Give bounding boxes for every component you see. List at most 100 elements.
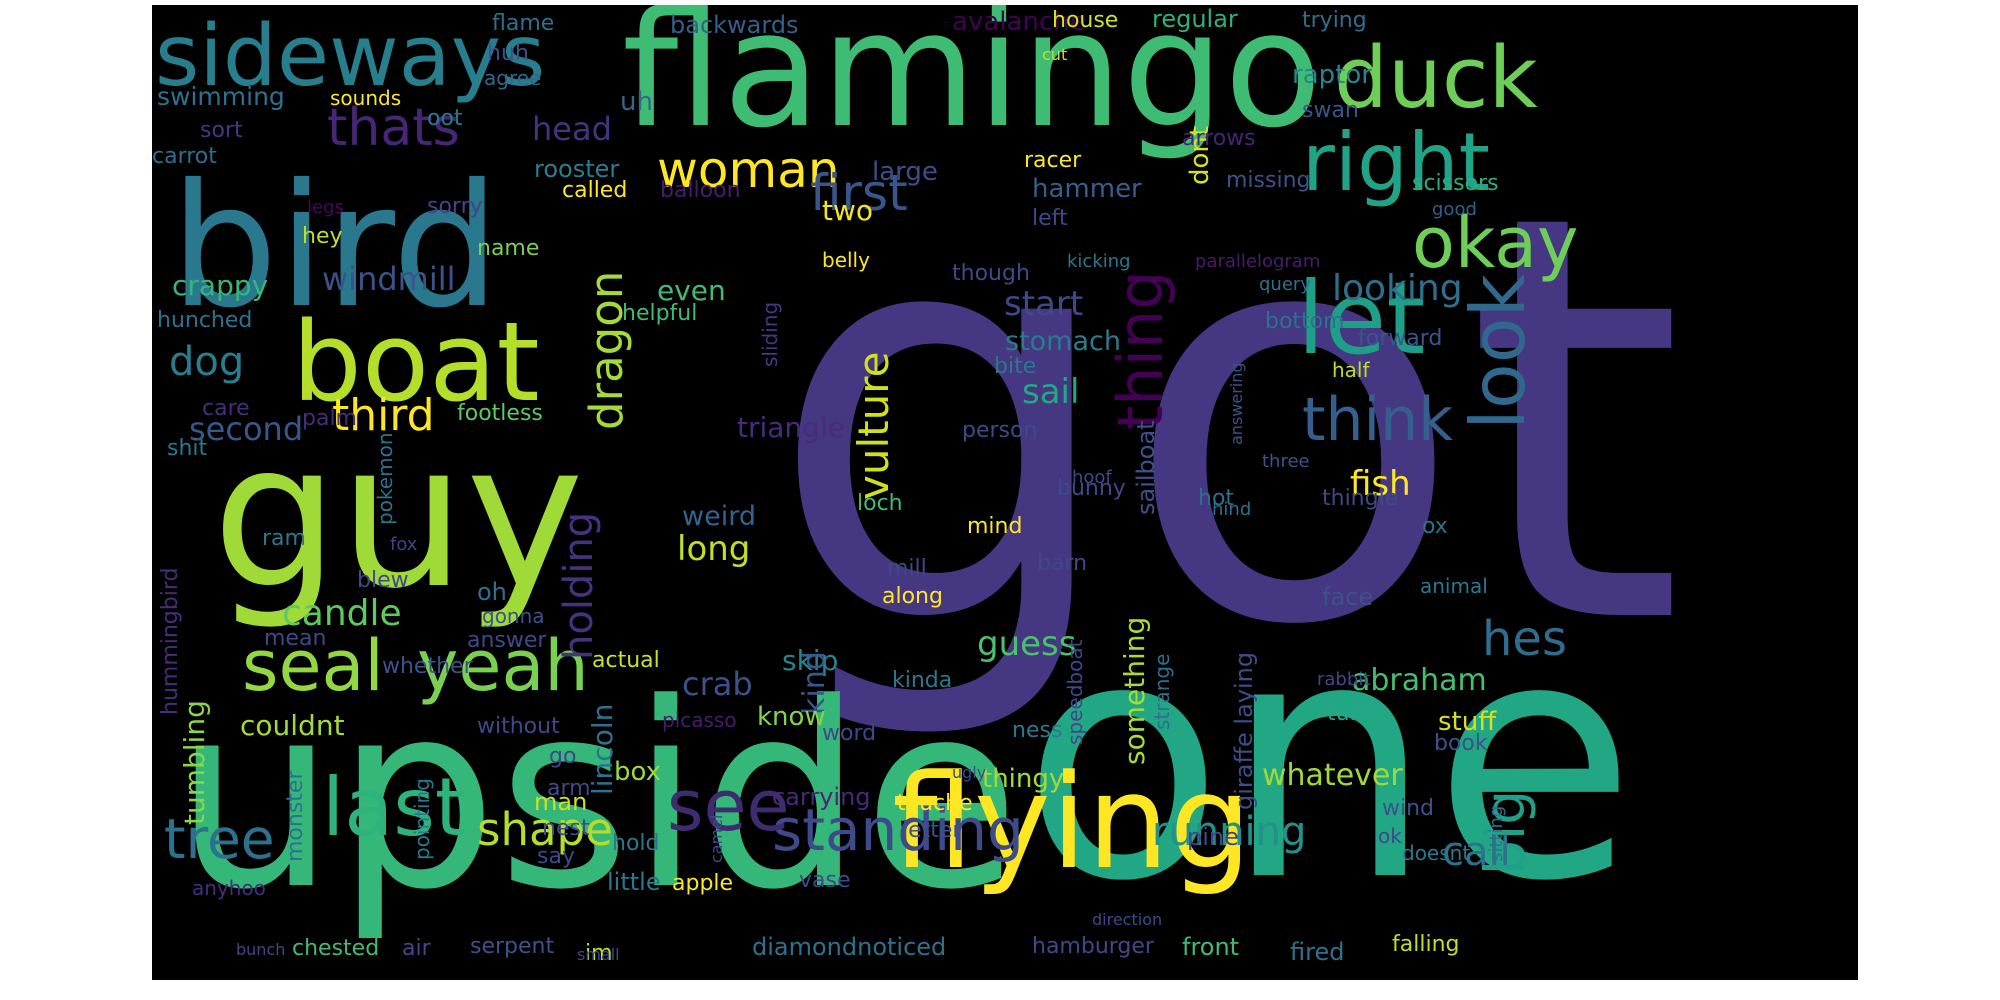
cloud-word: sort [200, 118, 243, 143]
cloud-word: first [810, 164, 908, 222]
cloud-word: care [202, 396, 250, 421]
cloud-word: raptor [1292, 60, 1372, 90]
cloud-word: legs [307, 197, 344, 218]
cloud-word: flying [892, 746, 1252, 898]
cloud-word: even [657, 274, 726, 307]
cloud-word: oot [427, 106, 463, 131]
cloud-word: sitting [1486, 806, 1507, 862]
cloud-word: hind [1212, 499, 1251, 520]
cloud-word: answer [467, 628, 547, 653]
cloud-word: front [1182, 933, 1239, 961]
cloud-word: right [1302, 116, 1490, 209]
cloud-word: standing [772, 796, 1024, 864]
cloud-word: crappy [172, 269, 268, 302]
cloud-word: guy [212, 400, 584, 633]
cloud-word: fish [1350, 464, 1411, 504]
cloud-word: ugly [952, 763, 986, 782]
cloud-word: kinda [892, 668, 952, 693]
cloud-word: gonna [482, 604, 545, 628]
cloud-word: hammer [1032, 174, 1142, 204]
cloud-word: rooster [534, 155, 619, 183]
cloud-word: mean [264, 626, 326, 651]
cloud-word: crab [682, 665, 753, 703]
cloud-word: woman [657, 141, 840, 199]
cloud-word: picasso [662, 708, 737, 732]
cloud-word: dog [169, 339, 244, 385]
cloud-word: wind [1382, 796, 1434, 821]
cloud-word: last [322, 761, 466, 854]
cloud-word: large [872, 157, 938, 187]
cloud-word: arm [547, 776, 591, 801]
cloud-word: arrows [1182, 126, 1256, 151]
cloud-word: good [1432, 199, 1477, 220]
cloud-word: two [822, 194, 873, 227]
cloud-word: call [1442, 829, 1511, 875]
cloud-word: animal [1420, 574, 1488, 598]
cloud-word: stomach [1005, 326, 1121, 357]
cloud-word: chested [292, 936, 379, 961]
cloud-word: second [189, 410, 303, 448]
cloud-word: falling [1392, 932, 1459, 957]
cloud-word: thingy [982, 764, 1064, 794]
cloud-word: vulture [849, 352, 898, 500]
cloud-word: sounds [330, 86, 401, 110]
cloud-word: say [537, 844, 575, 869]
cloud-word: trying [1302, 8, 1367, 33]
cloud-word: know [757, 702, 826, 732]
cloud-word: carrot [152, 144, 217, 169]
cloud-word: ram [262, 526, 306, 551]
cloud-word: sideways [155, 7, 545, 106]
cloud-word: flame [492, 11, 554, 36]
cloud-word: ok [1378, 824, 1402, 848]
cloud-word: missing [1226, 168, 1311, 193]
cloud-word: thingle [1322, 486, 1398, 511]
cloud-word: monster [283, 770, 308, 862]
cloud-word: pokemon [373, 433, 397, 526]
cloud-word: doesnt [1402, 841, 1470, 865]
cloud-word: windmill [322, 260, 456, 298]
cloud-word: forward [1358, 326, 1442, 351]
cloud-word: blew [357, 568, 409, 593]
cloud-word: giraffe laying [1230, 652, 1258, 810]
cloud-word: shape [477, 803, 613, 856]
cloud-word: one [1022, 569, 1636, 953]
cloud-word: nest [542, 816, 590, 841]
cloud-word: along [882, 584, 943, 609]
cloud-word: hot [1198, 486, 1234, 511]
cloud-word: swimming [157, 82, 285, 111]
cloud-word: kicking [1067, 251, 1131, 272]
cloud-word: house [1052, 8, 1118, 33]
cloud-word: vase [799, 868, 851, 893]
cloud-word: belly [822, 248, 870, 272]
cloud-word: bunny [1057, 476, 1126, 501]
cloud-word: answering [1227, 362, 1246, 445]
cloud-word: three [1262, 451, 1310, 472]
cloud-word: yeah [417, 625, 589, 707]
cloud-word: face [1322, 583, 1373, 611]
cloud-word: helpful [622, 301, 697, 326]
cloud-word: let [1297, 260, 1426, 377]
cloud-word: weird [682, 501, 756, 532]
cloud-word: whatever [1262, 758, 1403, 793]
cloud-word: thats [327, 98, 460, 158]
cloud-word: actual [592, 648, 660, 673]
cloud-word: without [477, 714, 560, 739]
cloud-word: third [332, 390, 435, 441]
cloud-word: boat [292, 298, 540, 426]
cloud-word: bottom [1265, 309, 1345, 334]
cloud-word: see [667, 765, 790, 847]
cloud-word: duck [1334, 29, 1538, 128]
cloud-word: big [1473, 790, 1537, 875]
cloud-word: strange [1150, 654, 1174, 730]
cloud-word: ox [1422, 514, 1448, 539]
cloud-word: racer [1024, 148, 1082, 173]
cloud-word: palm [302, 406, 357, 431]
cloud-word: holding [556, 512, 602, 660]
cloud-word: start [1004, 284, 1083, 324]
cloud-word: small [577, 945, 620, 964]
cloud-word: scissors [1412, 171, 1499, 196]
cloud-word: air [402, 936, 432, 961]
cloud-word: thing [1104, 271, 1177, 430]
cloud-word: tumbling [178, 700, 211, 825]
cloud-word: agree [484, 66, 541, 90]
